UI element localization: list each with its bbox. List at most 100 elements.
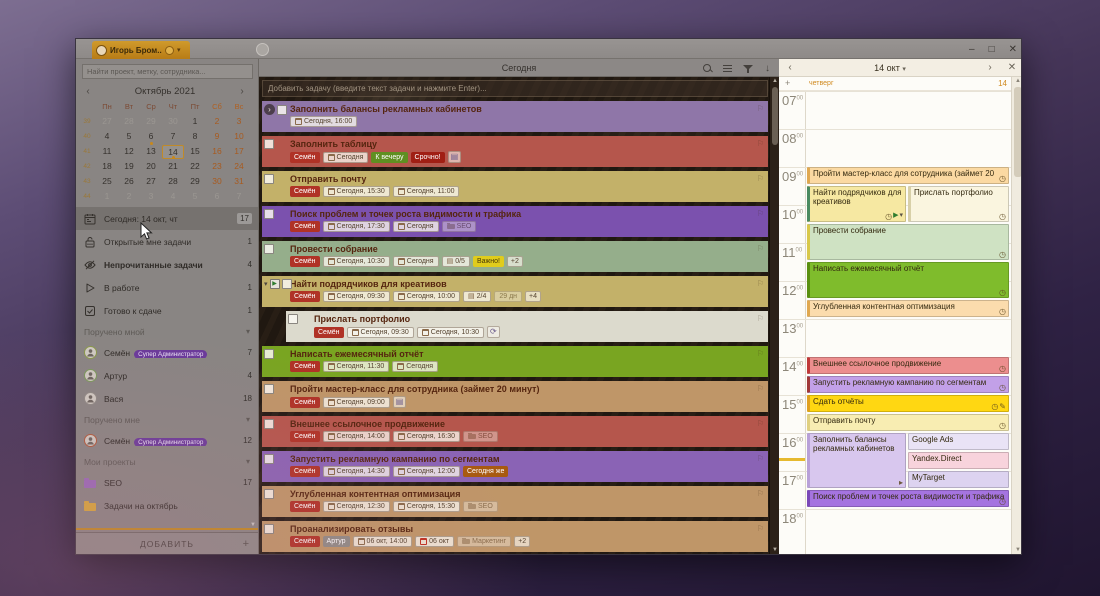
task-badge-more[interactable]: +2 <box>506 256 523 267</box>
task-badge-date[interactable]: Сегодня <box>322 151 369 163</box>
sidebar-item[interactable]: В работе 1 <box>76 276 258 299</box>
calendar-day[interactable]: 4 <box>170 190 176 201</box>
task-row[interactable]: Поиск проблем и точек роста видимости и … <box>262 206 768 237</box>
task-row[interactable]: Прислать портфолио Семён Сегодня, 09:30 Сег… <box>286 311 768 342</box>
task-checkbox[interactable] <box>264 209 274 219</box>
calendar-day[interactable]: 28 <box>168 175 178 186</box>
task-badge-date[interactable]: Сегодня <box>392 256 439 267</box>
sidebar-item[interactable]: Семён Супер Администратор 7 <box>76 341 258 364</box>
task-badge-note[interactable]: ▤ <box>447 151 462 163</box>
task-badge-tag-orange[interactable]: Сегодня же <box>463 466 509 477</box>
notification-bell-icon[interactable] <box>165 45 174 55</box>
day-scrollbar[interactable]: ▲ ▼ <box>1011 77 1021 554</box>
task-badge-date[interactable]: Сегодня, 11:00 <box>392 186 460 197</box>
task-row[interactable]: Углубленная контентная оптимизация Семён С… <box>262 486 768 517</box>
calendar-day[interactable]: 29 <box>190 175 200 186</box>
sidebar-item[interactable]: Готово к сдаче 1 <box>76 299 258 322</box>
search-input[interactable] <box>82 64 253 79</box>
task-row[interactable]: Провести собрание Семён Сегодня, 10:30 Сего… <box>262 241 768 272</box>
calendar-day[interactable]: 5 <box>192 190 198 201</box>
calendar-day[interactable]: 1 <box>104 190 110 201</box>
event-block[interactable]: Yandex.Direct <box>908 452 1009 469</box>
task-checkbox[interactable] <box>264 244 274 254</box>
calendar-day[interactable]: 24 <box>234 160 244 171</box>
task-checkbox[interactable] <box>264 489 274 499</box>
calendar-day[interactable]: 6 <box>214 190 220 201</box>
task-badge-date[interactable]: Сегодня, 12:30 <box>322 501 390 512</box>
scroll-down-icon[interactable]: ▼ <box>772 547 778 553</box>
calendar-day[interactable]: 11 <box>102 145 112 156</box>
calendar-day[interactable]: 30 <box>212 175 222 186</box>
task-badge-repeat[interactable]: ⟳ <box>487 326 500 338</box>
calendar-day[interactable]: 2 <box>214 115 220 126</box>
event-block[interactable]: Заполнить балансы рекламных кабинетов ▸ <box>807 433 906 488</box>
event-block[interactable]: Google Ads <box>908 433 1009 450</box>
filter-icon[interactable] <box>742 63 753 74</box>
event-block[interactable]: Сдать отчёты ◷ ✎ <box>807 395 1009 412</box>
calendar-day[interactable]: 4 <box>104 130 110 141</box>
task-badge-assignee[interactable]: Семён <box>290 221 320 232</box>
scroll-up-icon[interactable]: ▲ <box>772 78 778 84</box>
calendar-day[interactable]: 31 <box>234 175 244 186</box>
task-checkbox[interactable] <box>264 174 274 184</box>
task-row[interactable]: Написать ежемесячный отчёт Семён Сегодня, … <box>262 346 768 377</box>
task-badge-date[interactable]: Сегодня, 16:30 <box>392 431 460 442</box>
task-badge-check[interactable]: ▤ 0/5 <box>441 256 470 267</box>
task-badge-date[interactable]: Сегодня, 15:30 <box>392 501 460 512</box>
calendar-day[interactable]: 30 <box>168 115 178 126</box>
calendar-day[interactable]: 6 <box>140 130 162 145</box>
task-badge-note[interactable]: ▤ <box>392 396 407 408</box>
calendar-day[interactable]: 25 <box>102 175 112 186</box>
sidebar-item[interactable]: SEO 17 <box>76 471 258 494</box>
task-badge-check[interactable]: ▤ 2/4 <box>463 291 492 302</box>
scrollbar-thumb[interactable] <box>1014 87 1021 177</box>
task-badge-project[interactable]: SEO <box>441 221 477 232</box>
task-badge-assignee[interactable]: Семён <box>290 361 320 372</box>
event-block[interactable]: Провести собрание ◷ <box>807 224 1009 260</box>
calendar-day[interactable]: 26 <box>124 175 134 186</box>
task-badge-days[interactable]: 29 дн <box>494 291 523 302</box>
task-checkbox[interactable] <box>264 349 274 359</box>
account-tab[interactable]: Игорь Бром... ▾ <box>92 41 190 59</box>
day-next-button[interactable]: › <box>988 62 992 73</box>
task-badge-assignee[interactable]: Семён <box>290 431 320 442</box>
task-badge-date[interactable]: Сегодня, 14:00 <box>322 431 390 442</box>
task-badge-date[interactable]: Сегодня, 11:30 <box>322 361 390 372</box>
task-badge-assignee[interactable]: Семён <box>314 326 344 338</box>
close-button[interactable]: ✕ <box>1008 43 1017 55</box>
calendar-day[interactable]: 27 <box>146 175 156 186</box>
task-badge-date[interactable]: Сегодня, 10:00 <box>392 291 460 302</box>
task-row[interactable]: Отправить почту Семён Сегодня, 15:30 Сегодн… <box>262 171 768 202</box>
event-block[interactable]: Поиск проблем и точек роста видимости и … <box>807 490 1009 507</box>
task-badge-date[interactable]: Сегодня <box>392 221 439 232</box>
task-badge-assignee[interactable]: Семён <box>290 151 320 163</box>
task-badge-date[interactable]: Сегодня, 15:30 <box>322 186 390 197</box>
calendar-day[interactable]: 8 <box>192 130 198 141</box>
calendar-day[interactable]: 19 <box>124 160 134 171</box>
calendar-day[interactable]: 21 <box>168 160 178 171</box>
add-task-input[interactable] <box>262 80 768 97</box>
task-badge-date[interactable]: Сегодня, 09:00 <box>322 396 390 408</box>
calendar-day[interactable]: 27 <box>102 115 112 126</box>
task-badge-assignee[interactable]: Семён <box>290 291 320 302</box>
event-block[interactable]: Пройти мастер-класс для сотрудника (займ… <box>807 167 1009 184</box>
calendar-day[interactable]: 22 <box>190 160 200 171</box>
day-prev-button[interactable]: ‹ <box>788 62 792 73</box>
task-row[interactable]: Запустить рекламную кампанию по сегмента… <box>262 451 768 482</box>
task-badge-assignee[interactable]: Семён <box>290 466 320 477</box>
task-row[interactable]: Проанализировать отзывы Семён Артур 06 окт,… <box>262 521 768 552</box>
calendar-day[interactable]: 5 <box>126 130 132 141</box>
task-row[interactable]: ▾ ▶ Найти подрядчиков для креативов Семён Се… <box>262 276 768 307</box>
scroll-up-icon[interactable]: ▲ <box>1015 78 1021 84</box>
task-badge-assignee[interactable]: Семён <box>290 396 320 408</box>
task-badge-date[interactable]: Сегодня, 09:30 <box>322 291 390 302</box>
search-icon[interactable] <box>702 63 713 74</box>
task-row[interactable]: › Заполнить балансы рекламных кабинетов Се… <box>262 101 768 132</box>
event-block[interactable]: Написать ежемесячный отчёт ◷ <box>807 262 1009 298</box>
sidebar-item[interactable]: Непрочитанные задачи 4 <box>76 253 258 276</box>
calendar-day[interactable]: 23 <box>212 160 222 171</box>
task-badge-date[interactable]: Сегодня, 16:00 <box>290 116 358 127</box>
task-badge-date[interactable]: Сегодня, 10:30 <box>322 256 390 267</box>
calendar-day[interactable]: 10 <box>234 130 244 141</box>
sort-icon[interactable] <box>722 63 733 74</box>
